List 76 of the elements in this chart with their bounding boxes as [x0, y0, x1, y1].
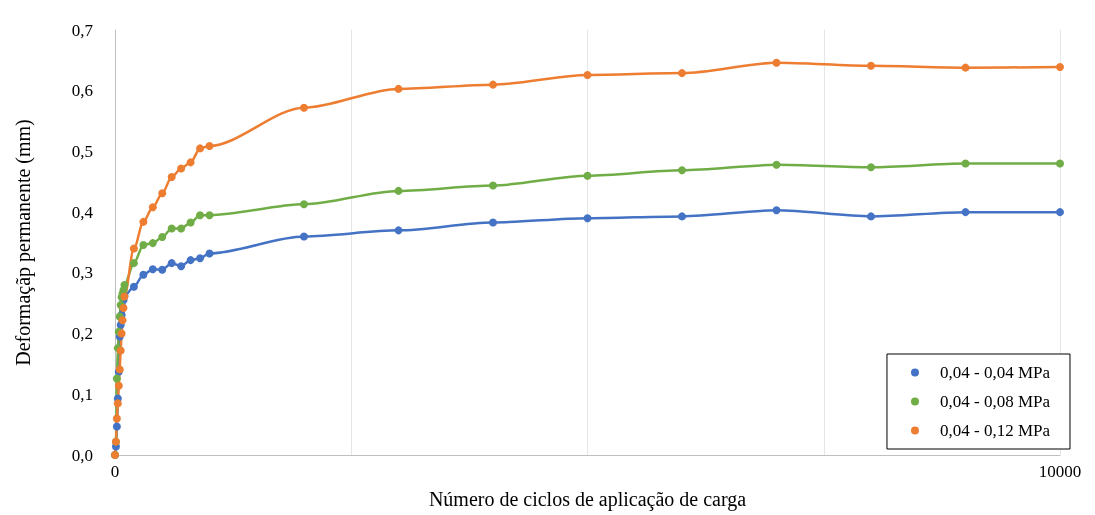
point	[148, 265, 157, 274]
point	[300, 200, 308, 209]
point	[186, 158, 195, 167]
point	[205, 249, 214, 258]
point	[772, 206, 781, 215]
point	[112, 414, 121, 423]
point	[678, 166, 686, 175]
point	[177, 224, 186, 233]
y-tick-label: 0,0	[71, 445, 93, 465]
point	[583, 70, 592, 79]
point	[186, 256, 195, 265]
point	[772, 160, 781, 169]
y-tick-label: 0,7	[71, 20, 94, 40]
point	[678, 212, 686, 221]
point	[300, 103, 308, 112]
point	[148, 203, 157, 212]
point	[300, 232, 308, 241]
point	[678, 69, 686, 78]
point	[394, 226, 403, 235]
point	[961, 159, 970, 168]
legend-label: 0,04 - 0,12 MPa	[939, 421, 1051, 440]
point	[129, 259, 138, 268]
y-tick-label: 0,4	[71, 202, 94, 222]
point	[118, 316, 127, 325]
point	[158, 189, 167, 198]
point	[196, 254, 205, 263]
point	[489, 218, 497, 227]
x-tick-label: 0	[110, 462, 120, 481]
point	[205, 141, 214, 150]
point	[1056, 159, 1064, 168]
legend-label: 0,04 - 0,04 MPa	[939, 363, 1051, 382]
point	[139, 217, 148, 226]
point	[112, 422, 121, 431]
point	[489, 181, 497, 190]
y-tick-label: 0,2	[71, 324, 93, 344]
x-tick-label: 10000	[1038, 462, 1082, 481]
x-axis-title: Número de ciclos de aplicação de carga	[428, 488, 747, 511]
y-tick-label: 0,6	[71, 81, 93, 101]
point	[129, 244, 138, 253]
y-tick-label: 0,3	[71, 263, 93, 283]
y-tick-label: 0,5	[71, 141, 93, 161]
point	[177, 262, 186, 271]
point	[139, 270, 148, 279]
point	[148, 239, 157, 248]
point	[394, 84, 403, 93]
point	[177, 164, 186, 173]
point	[129, 282, 138, 291]
point	[961, 63, 970, 72]
point	[112, 374, 121, 383]
point	[205, 211, 214, 220]
point	[1056, 208, 1064, 217]
point	[961, 208, 970, 217]
point	[186, 218, 195, 227]
point	[196, 144, 205, 153]
point	[489, 80, 497, 89]
point	[158, 233, 167, 242]
point	[167, 259, 176, 268]
point	[120, 281, 129, 289]
point	[1056, 63, 1064, 72]
point	[867, 212, 875, 221]
point	[583, 214, 592, 223]
legend-label: 0,04 - 0,08 MPa	[939, 392, 1051, 411]
point	[867, 61, 875, 70]
point	[867, 163, 875, 172]
point	[158, 265, 167, 274]
y-tick-label: 0,1	[71, 384, 93, 404]
point	[394, 186, 403, 195]
point	[113, 399, 122, 408]
y-axis-title: Deformaçãp permanente (mm)	[12, 119, 35, 366]
point	[114, 381, 123, 390]
point	[167, 172, 176, 181]
point	[139, 240, 148, 249]
point	[196, 211, 205, 220]
point	[167, 224, 176, 233]
point	[583, 171, 592, 180]
point	[772, 58, 781, 67]
